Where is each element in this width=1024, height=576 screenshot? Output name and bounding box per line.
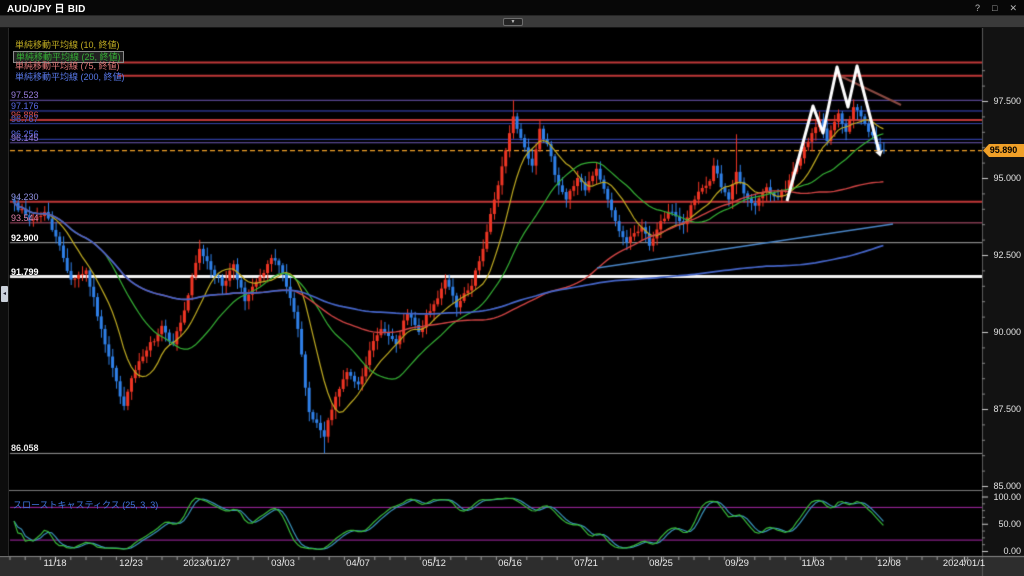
price-chart-canvas[interactable]: [0, 28, 1024, 576]
x-axis-date-label: 2024/01/1: [942, 558, 986, 569]
x-axis-date-label: 12/08: [877, 558, 901, 569]
stoch-axis-tick-label: 100.00: [993, 492, 1021, 502]
y-axis-tick-label: 87.500: [993, 404, 1021, 414]
left-panel-strip: ◂: [0, 28, 9, 556]
window-titlebar: AUD/JPY 日 BID ? □ ✕: [0, 0, 1024, 16]
stoch-axis-tick-label: 50.00: [998, 519, 1021, 529]
price-level-label: 96.886: [11, 110, 39, 120]
x-axis-date-label: 2023/01/27: [183, 558, 231, 569]
window-title: AUD/JPY 日 BID: [7, 4, 86, 15]
chart-toolbar: ▼: [0, 16, 1024, 28]
ma-legend-item-75[interactable]: 単純移動平均線 (75, 終値): [15, 61, 120, 71]
ma-legend-item-200[interactable]: 単純移動平均線 (200, 終値): [15, 71, 125, 82]
x-axis-date-label: 04/07: [346, 558, 370, 569]
y-axis-tick-label: 92.500: [993, 250, 1021, 260]
maximize-icon[interactable]: □: [992, 2, 998, 13]
help-icon[interactable]: ?: [975, 2, 981, 13]
x-axis-date-label: 11/18: [43, 558, 67, 569]
price-level-label: 97.176: [11, 101, 39, 111]
x-axis-date-label: 11/03: [801, 558, 825, 569]
x-axis-date-label: 09/29: [725, 558, 749, 569]
ma-legend-item-10[interactable]: 単純移動平均線 (10, 終値): [15, 40, 120, 50]
price-level-label: 91.799: [11, 267, 39, 277]
price-level-label: 94.230: [11, 192, 39, 202]
y-axis-tick-label: 90.000: [993, 327, 1021, 337]
stochastic-indicator-label: スローストキャスティクス (25, 3, 3): [13, 500, 159, 510]
price-level-label: 86.058: [11, 443, 39, 453]
panel-collapse-handle[interactable]: ◂: [1, 286, 8, 302]
y-axis-tick-label: 95.000: [993, 173, 1021, 183]
x-axis-date-label: 05/12: [422, 558, 446, 569]
toolbar-collapse-button[interactable]: ▼: [503, 18, 523, 26]
price-level-label: 96.145: [11, 133, 39, 143]
price-level-label: 96.767: [11, 114, 39, 124]
close-icon[interactable]: ✕: [1009, 2, 1017, 13]
current-price-badge: 95.890: [983, 144, 1024, 157]
stoch-axis-tick-label: 0.00: [1003, 546, 1021, 556]
window-controls: ? □ ✕: [975, 1, 1017, 15]
y-axis-tick-label: 85.000: [993, 481, 1021, 491]
x-axis-date-label: 03/03: [271, 558, 295, 569]
price-level-label: 93.544: [11, 213, 39, 223]
x-axis-date-label: 06/16: [498, 558, 522, 569]
x-axis-date-label: 12/23: [119, 558, 143, 569]
x-axis-date-label: 08/25: [649, 558, 673, 569]
price-level-label: 92.900: [11, 233, 39, 243]
price-level-label: 97.523: [11, 90, 39, 100]
y-axis-tick-label: 97.500: [993, 96, 1021, 106]
price-level-label: 96.256: [11, 129, 39, 139]
x-axis-date-label: 07/21: [574, 558, 598, 569]
ma-legend-item-25[interactable]: 単純移動平均線 (25, 終値): [13, 50, 124, 63]
